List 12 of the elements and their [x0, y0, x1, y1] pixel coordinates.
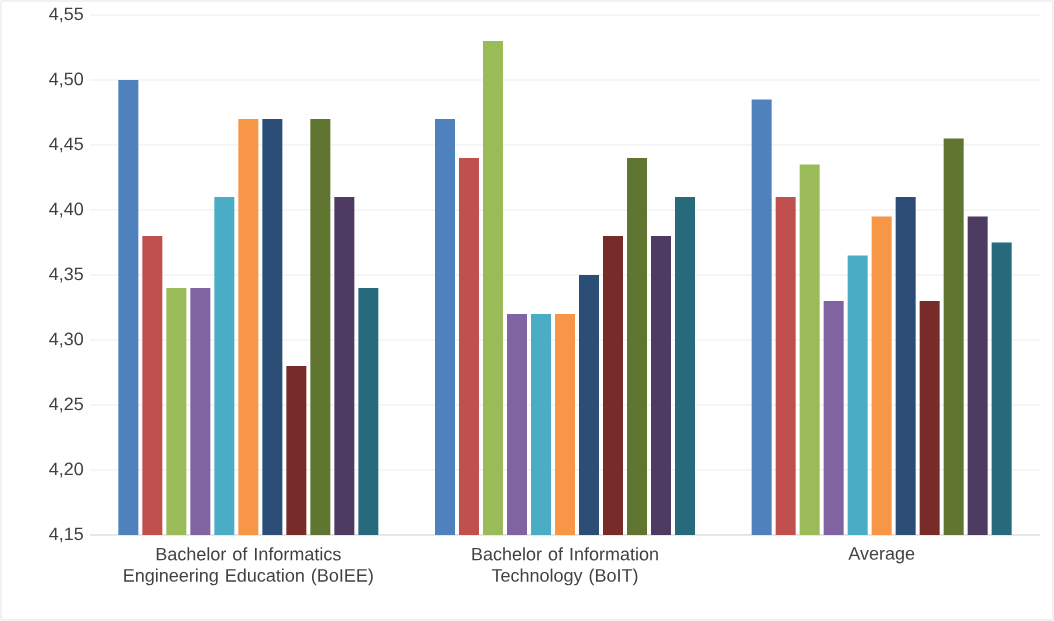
y-tick-label: 4,55	[49, 7, 83, 23]
y-tick-label: 4,30	[49, 332, 84, 348]
x-tick-label: Average	[848, 547, 915, 564]
y-tick-label: 4,25	[49, 397, 83, 413]
x-tick-label: Bachelor of Information Technology (BoIT)	[472, 547, 658, 586]
y-tick-label: 4,45	[49, 137, 83, 153]
y-tick-label: 4,20	[49, 462, 84, 478]
x-tick-label: Bachelor of Informatics Engineering Education (BoIEE)	[124, 547, 373, 586]
y-tick-label: 4,15	[49, 527, 83, 543]
y-tick-label: 4,40	[49, 202, 84, 218]
y-tick-label: 4,35	[49, 267, 83, 283]
y-tick-label: 4,50	[49, 72, 84, 88]
